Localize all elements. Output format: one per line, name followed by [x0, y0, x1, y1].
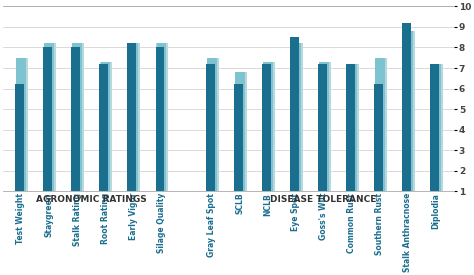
- Bar: [100, 62, 110, 191]
- Bar: [431, 64, 441, 191]
- Bar: [17, 58, 26, 191]
- Bar: [128, 43, 137, 191]
- Bar: [319, 62, 329, 191]
- Bar: [156, 43, 168, 191]
- Bar: [403, 31, 415, 191]
- Bar: [16, 58, 28, 191]
- Bar: [402, 23, 411, 191]
- Bar: [318, 64, 327, 191]
- Bar: [263, 62, 273, 191]
- Bar: [207, 58, 219, 191]
- Bar: [346, 64, 355, 191]
- Bar: [15, 84, 24, 191]
- Bar: [374, 84, 383, 191]
- Bar: [72, 47, 81, 191]
- Bar: [263, 62, 274, 191]
- Bar: [156, 43, 166, 191]
- Bar: [431, 64, 443, 191]
- Bar: [262, 64, 271, 191]
- Bar: [375, 58, 385, 191]
- Bar: [100, 62, 112, 191]
- Bar: [347, 64, 359, 191]
- Bar: [291, 43, 301, 191]
- Text: AGRONOMIC RATINGS: AGRONOMIC RATINGS: [36, 195, 146, 204]
- Bar: [100, 64, 109, 191]
- Bar: [44, 43, 56, 191]
- Bar: [375, 58, 387, 191]
- Bar: [45, 43, 54, 191]
- Bar: [290, 37, 299, 191]
- Bar: [44, 47, 53, 191]
- Bar: [72, 43, 84, 191]
- Bar: [207, 58, 217, 191]
- Text: DISEASE TOLERANCE: DISEASE TOLERANCE: [271, 195, 377, 204]
- Bar: [430, 64, 439, 191]
- Bar: [234, 84, 243, 191]
- Bar: [403, 31, 413, 191]
- Bar: [291, 43, 303, 191]
- Bar: [235, 72, 245, 191]
- Bar: [206, 64, 215, 191]
- Bar: [128, 43, 140, 191]
- Bar: [347, 64, 357, 191]
- Bar: [319, 62, 331, 191]
- Bar: [155, 47, 164, 191]
- Bar: [235, 72, 246, 191]
- Bar: [73, 43, 82, 191]
- Bar: [128, 43, 138, 191]
